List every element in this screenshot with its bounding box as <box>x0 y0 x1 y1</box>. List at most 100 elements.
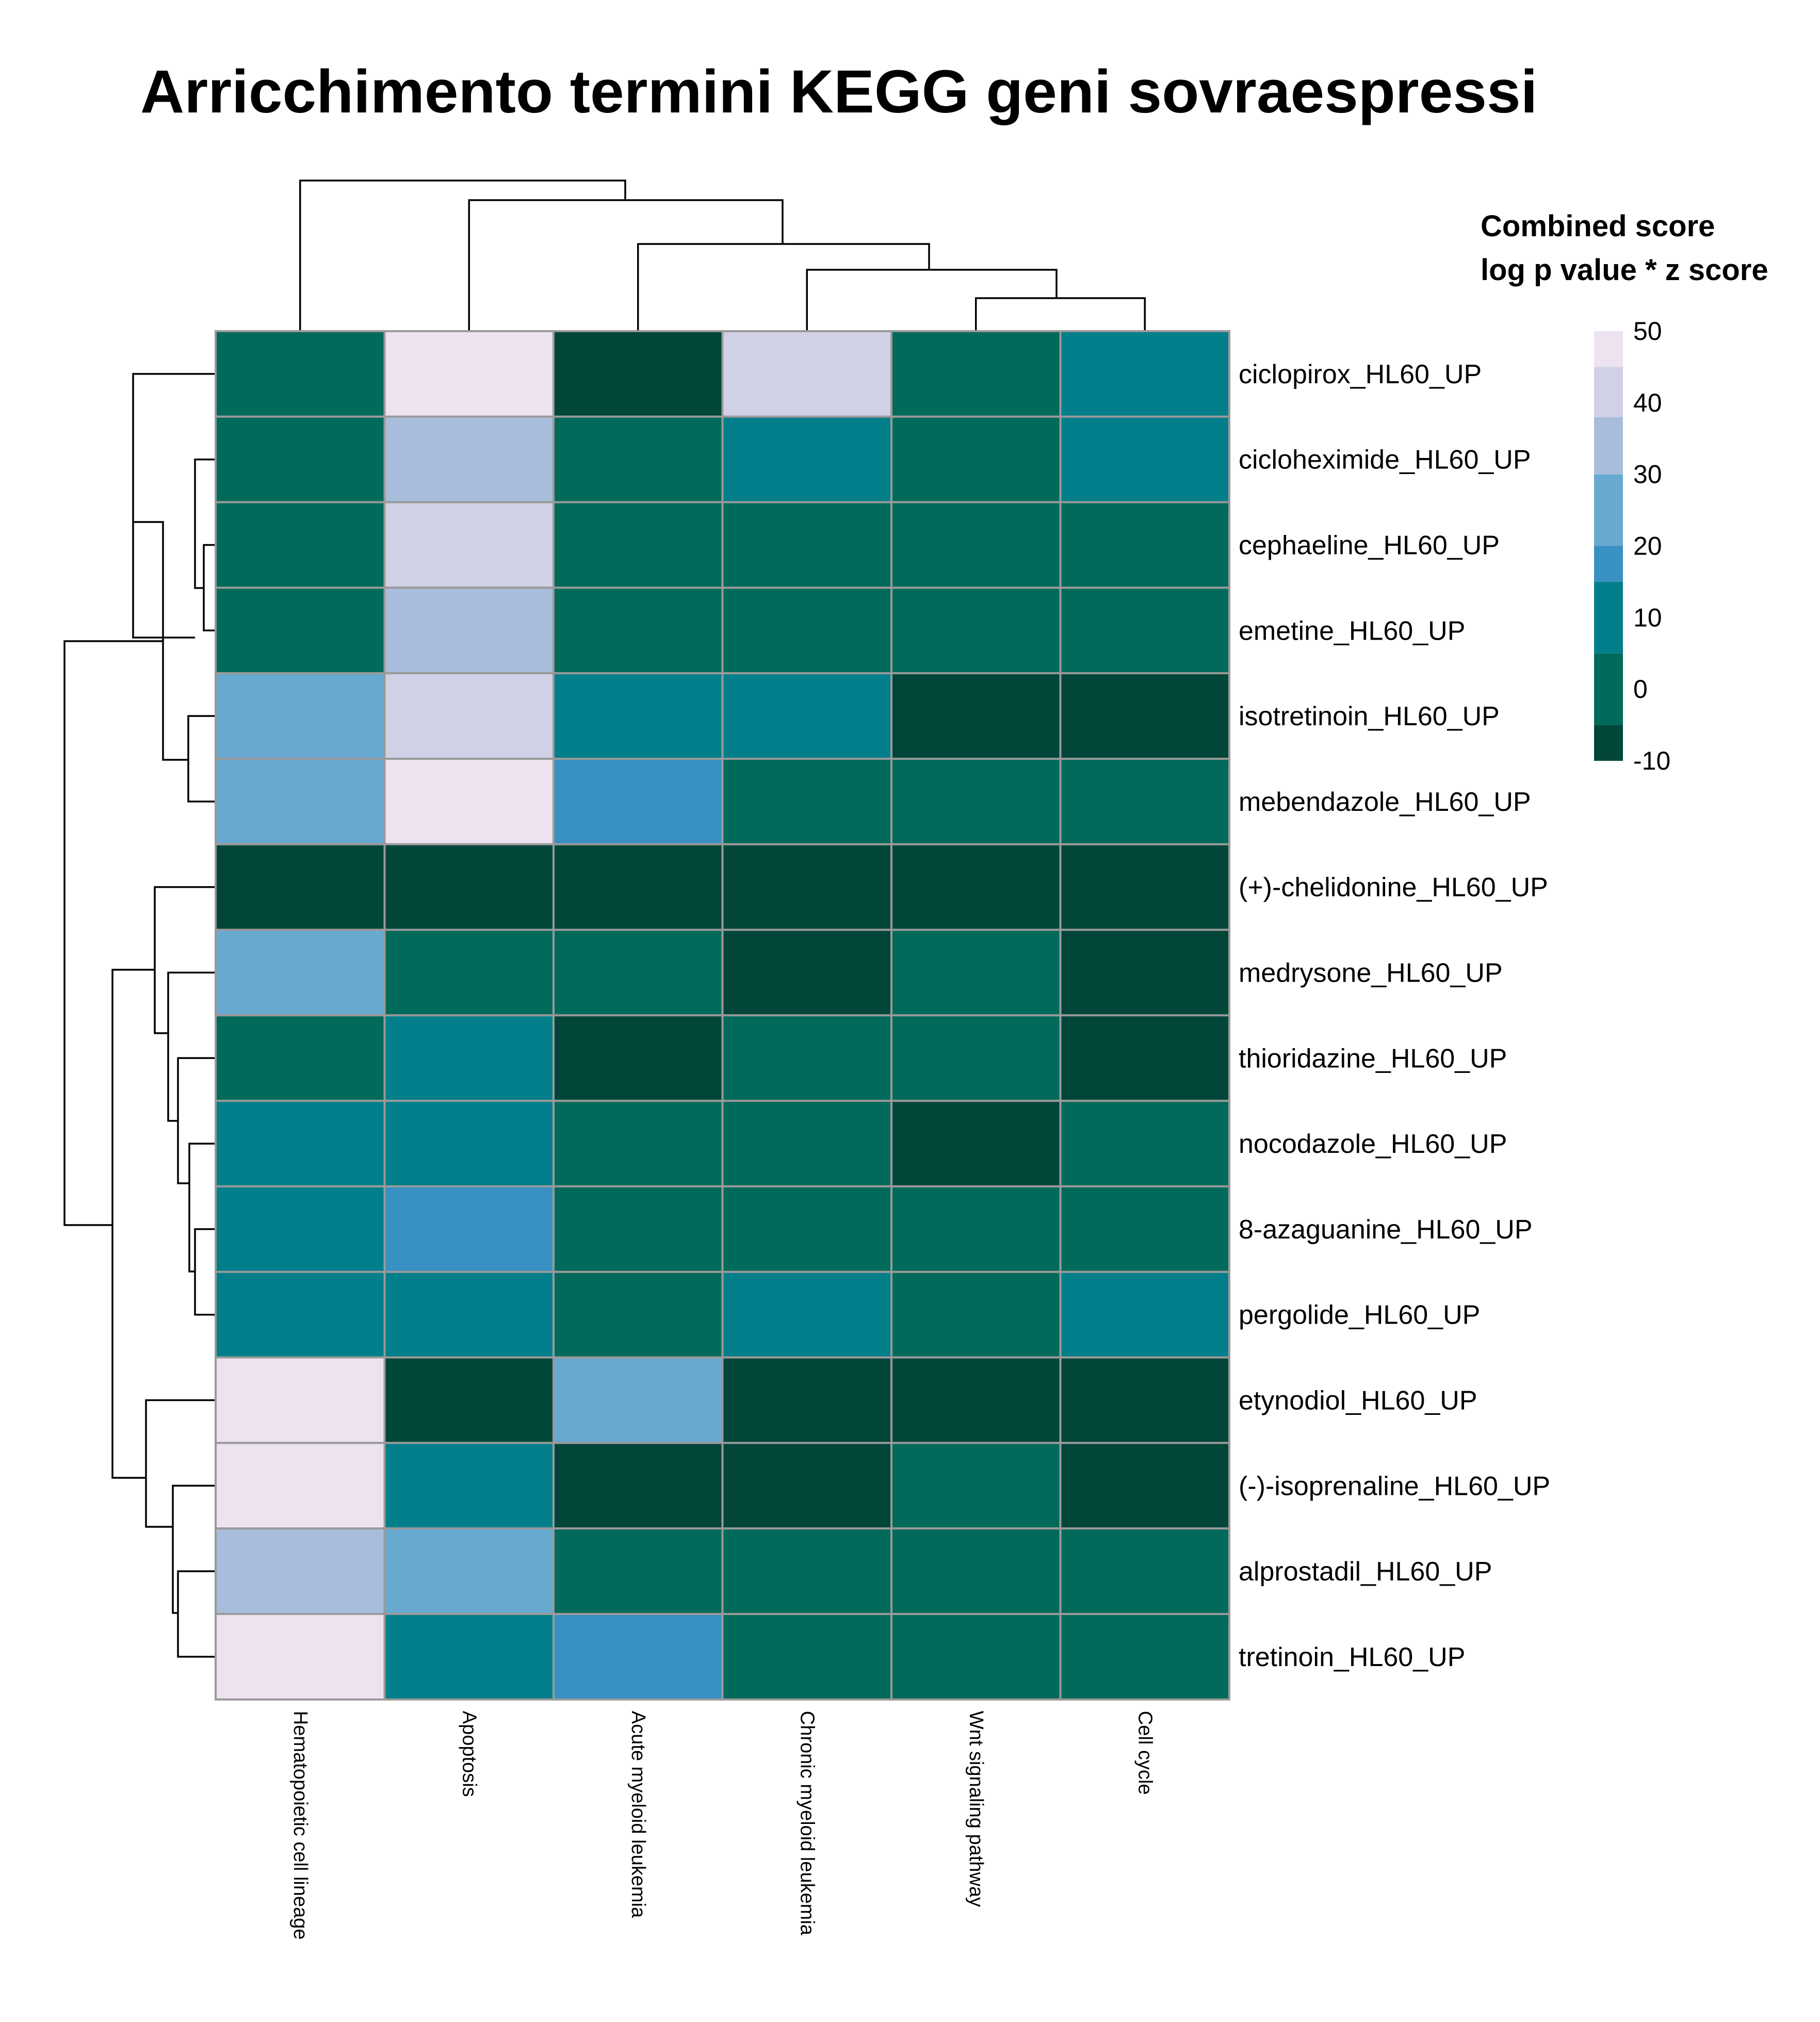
legend-swatch <box>1594 725 1623 761</box>
col-label-cell-cycle: Cell cycle <box>1134 1711 1156 1795</box>
column-labels: Hematopoietic cell lineage Apoptosis Acute… <box>289 1711 1156 1940</box>
cell-ciclopirox-hl60-up-wnt-signaling-pathway <box>890 330 1062 418</box>
cell-emetine-hl60-up-chronic-myeloid-leukemia <box>721 586 892 675</box>
cell-isoprenaline-hl60-up-cell-cycle <box>1059 1442 1230 1530</box>
cell-isotretinoin-hl60-up-hematopoietic-cell-lineage <box>215 672 386 760</box>
cell-cephaeline-hl60-up-apoptosis <box>383 501 555 589</box>
row-dendrogram-link <box>194 1228 216 1316</box>
cell-isotretinoin-hl60-up-chronic-myeloid-leukemia <box>721 672 892 760</box>
cell-emetine-hl60-up-apoptosis <box>383 586 555 675</box>
legend-swatch <box>1594 331 1623 367</box>
cell-thioridazine-hl60-up-chronic-myeloid-leukemia <box>721 1014 892 1102</box>
row-label-8-azaguanine-hl60-up: 8-azaguanine_HL60_UP <box>1239 1215 1533 1245</box>
legend-swatch <box>1594 367 1623 417</box>
row-dendrogram-link <box>177 1570 216 1658</box>
cell-pergolide-hl60-up-wnt-signaling-pathway <box>890 1270 1062 1359</box>
row-dendrogram-link <box>154 886 216 1034</box>
cell-nocodazole-hl60-up-wnt-signaling-pathway <box>890 1100 1062 1187</box>
cell-cicloheximide-hl60-up-cell-cycle <box>1059 415 1230 503</box>
cell-emetine-hl60-up-cell-cycle <box>1059 586 1230 675</box>
cell-mebendazole-hl60-up-hematopoietic-cell-lineage <box>215 758 386 845</box>
cell-ciclopirox-hl60-up-chronic-myeloid-leukemia <box>721 330 892 418</box>
cell-thioridazine-hl60-up-apoptosis <box>383 1014 555 1102</box>
legend-swatch <box>1594 581 1623 654</box>
row-dendrogram-link <box>167 971 216 1122</box>
cell-alprostadil-hl60-up-apoptosis <box>383 1527 555 1615</box>
row-dendrogram-link <box>187 715 216 803</box>
cell-chelidonine-hl60-up-wnt-signaling-pathway <box>890 843 1062 931</box>
legend-tick-label: 50 <box>1633 317 1662 346</box>
col-label-wnt-signaling-pathway: Wnt signaling pathway <box>965 1711 987 1907</box>
row-label-ciclopirox-hl60-up: ciclopirox_HL60_UP <box>1239 360 1482 389</box>
row-label-isoprenaline-hl60-up: (-)-isoprenaline_HL60_UP <box>1239 1471 1550 1501</box>
cell-chelidonine-hl60-up-cell-cycle <box>1059 843 1230 931</box>
legend-title-line1: Combined score <box>1481 209 1715 243</box>
cell-cephaeline-hl60-up-acute-myeloid-leukemia <box>553 501 724 589</box>
legend-tick-label: 0 <box>1633 675 1648 704</box>
cell-mebendazole-hl60-up-chronic-myeloid-leukemia <box>721 758 892 845</box>
cell-tretinoin-hl60-up-chronic-myeloid-leukemia <box>721 1613 892 1701</box>
cell-etynodiol-hl60-up-chronic-myeloid-leukemia <box>721 1356 892 1444</box>
row-dendrogram-link <box>194 458 216 589</box>
row-label-nocodazole-hl60-up: nocodazole_HL60_UP <box>1239 1129 1507 1159</box>
cell-pergolide-hl60-up-cell-cycle <box>1059 1270 1230 1359</box>
cell-isotretinoin-hl60-up-cell-cycle <box>1059 672 1230 760</box>
cell-isoprenaline-hl60-up-acute-myeloid-leukemia <box>553 1442 724 1530</box>
cell-pergolide-hl60-up-hematopoietic-cell-lineage <box>215 1270 386 1359</box>
heatmap-cells <box>215 330 1230 1701</box>
legend-title-line2: log p value * z score <box>1481 253 1768 287</box>
col-dendrogram-link <box>468 199 784 331</box>
col-label-apoptosis: Apoptosis <box>458 1711 480 1797</box>
chart-title: Arricchimento termini KEGG geni sovraesp… <box>140 58 1537 126</box>
cell-nocodazole-hl60-up-chronic-myeloid-leukemia <box>721 1100 892 1187</box>
row-dendrogram-link <box>177 1057 216 1184</box>
row-dendrogram <box>63 373 216 1658</box>
legend-swatch <box>1594 474 1623 546</box>
cell-chelidonine-hl60-up-chronic-myeloid-leukemia <box>721 843 892 931</box>
row-label-chelidonine-hl60-up: (+)-chelidonine_HL60_UP <box>1239 873 1548 903</box>
cell-cephaeline-hl60-up-hematopoietic-cell-lineage <box>215 501 386 589</box>
cell-cephaeline-hl60-up-cell-cycle <box>1059 501 1230 589</box>
cell-ciclopirox-hl60-up-cell-cycle <box>1059 330 1230 418</box>
cell-mebendazole-hl60-up-wnt-signaling-pathway <box>890 758 1062 845</box>
col-dendrogram-link <box>299 180 626 331</box>
cell-chelidonine-hl60-up-apoptosis <box>383 843 555 931</box>
legend-tick-labels: 50 40 30 20 10 0 -10 <box>1633 317 1670 775</box>
cell-8-azaguanine-hl60-up-acute-myeloid-leukemia <box>553 1185 724 1273</box>
cell-etynodiol-hl60-up-cell-cycle <box>1059 1356 1230 1444</box>
row-label-cephaeline-hl60-up: cephaeline_HL60_UP <box>1239 531 1500 561</box>
row-dendrogram-link <box>111 969 155 1479</box>
cell-nocodazole-hl60-up-cell-cycle <box>1059 1100 1230 1187</box>
cell-ciclopirox-hl60-up-hematopoietic-cell-lineage <box>215 330 386 418</box>
cell-thioridazine-hl60-up-acute-myeloid-leukemia <box>553 1014 724 1102</box>
cell-tretinoin-hl60-up-acute-myeloid-leukemia <box>553 1613 724 1701</box>
cell-cicloheximide-hl60-up-apoptosis <box>383 415 555 503</box>
cell-isotretinoin-hl60-up-acute-myeloid-leukemia <box>553 672 724 760</box>
cell-mebendazole-hl60-up-cell-cycle <box>1059 758 1230 845</box>
col-dendrogram-link <box>975 297 1146 331</box>
cell-medrysone-hl60-up-acute-myeloid-leukemia <box>553 928 724 1017</box>
cell-isoprenaline-hl60-up-chronic-myeloid-leukemia <box>721 1442 892 1530</box>
cell-8-azaguanine-hl60-up-chronic-myeloid-leukemia <box>721 1185 892 1273</box>
col-dendrogram-link <box>637 243 930 331</box>
row-label-medrysone-hl60-up: medrysone_HL60_UP <box>1239 958 1503 988</box>
legend-tick-label: -10 <box>1633 746 1670 775</box>
cell-pergolide-hl60-up-apoptosis <box>383 1270 555 1359</box>
row-label-pergolide-hl60-up: pergolide_HL60_UP <box>1239 1300 1480 1330</box>
cell-etynodiol-hl60-up-apoptosis <box>383 1356 555 1444</box>
cell-8-azaguanine-hl60-up-wnt-signaling-pathway <box>890 1185 1062 1273</box>
column-dendrogram <box>299 180 1146 331</box>
cell-isotretinoin-hl60-up-wnt-signaling-pathway <box>890 672 1062 760</box>
row-label-thioridazine-hl60-up: thioridazine_HL60_UP <box>1239 1043 1507 1073</box>
cell-etynodiol-hl60-up-hematopoietic-cell-lineage <box>215 1356 386 1444</box>
cell-8-azaguanine-hl60-up-cell-cycle <box>1059 1185 1230 1273</box>
row-label-emetine-hl60-up: emetine_HL60_UP <box>1239 616 1465 646</box>
cell-emetine-hl60-up-acute-myeloid-leukemia <box>553 586 724 675</box>
legend-tick-label: 20 <box>1633 532 1662 561</box>
row-dendrogram-link <box>63 640 163 1226</box>
row-dendrogram-link <box>203 544 216 632</box>
cell-cicloheximide-hl60-up-wnt-signaling-pathway <box>890 415 1062 503</box>
cell-tretinoin-hl60-up-hematopoietic-cell-lineage <box>215 1613 386 1701</box>
row-label-etynodiol-hl60-up: etynodiol_HL60_UP <box>1239 1386 1477 1416</box>
